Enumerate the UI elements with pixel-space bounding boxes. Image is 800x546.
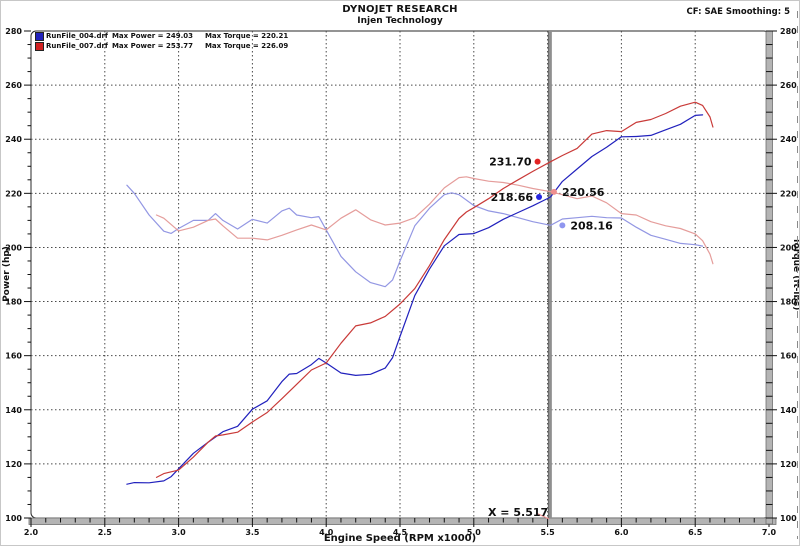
runfile-007-max-torque: Max Torque = 226.09 bbox=[204, 42, 289, 50]
runfile-004-max-power: Max Power = 249.03 bbox=[111, 32, 193, 40]
curve-runfile-007-drf-torque-ft-lbs- bbox=[155, 176, 714, 265]
chart-title: DYNOJET RESEARCH bbox=[342, 4, 458, 15]
x-tick-label-6.5: 6.5 bbox=[688, 528, 703, 537]
torque-tick-label-100: 100 bbox=[780, 514, 797, 523]
curve-runfile-004-drf-torque-ft-lbs- bbox=[126, 184, 704, 288]
cursor-dot-218.66 bbox=[536, 193, 543, 200]
torque-tick-label-240: 240 bbox=[780, 135, 797, 144]
power-tick-label-240: 240 bbox=[5, 135, 22, 144]
torque-tick-label-140: 140 bbox=[780, 406, 797, 415]
legend-row-runfile-007: RunFile_007.drf Max Power = 253.77 Max T… bbox=[35, 41, 288, 51]
torque-tick-label-280: 280 bbox=[780, 27, 797, 36]
x-tick-label-4.5: 4.5 bbox=[393, 528, 408, 537]
cursor-dot-231.70 bbox=[534, 158, 541, 165]
power-tick-label-280: 280 bbox=[5, 27, 22, 36]
power-tick-label-180: 180 bbox=[5, 298, 22, 307]
cursor-x-readout: X = 5.517 bbox=[488, 506, 548, 519]
torque-tick-label-180: 180 bbox=[780, 298, 797, 307]
runfile-004-color-swatch bbox=[35, 31, 44, 41]
power-tick-label-140: 140 bbox=[5, 406, 22, 415]
x-tick-label-2.0: 2.0 bbox=[24, 528, 39, 537]
cursor-value-218.66: 218.66 bbox=[491, 191, 534, 204]
torque-tick-label-200: 200 bbox=[780, 243, 797, 252]
legend: RunFile_004.drf Max Power = 249.03 Max T… bbox=[35, 31, 288, 51]
cursor-value-220.56: 220.56 bbox=[562, 186, 605, 199]
correction-smoothing-label: CF: SAE Smoothing: 5 bbox=[686, 7, 791, 17]
power-tick-label-100: 100 bbox=[5, 514, 22, 523]
runfile-004-filename: RunFile_004.drf bbox=[46, 32, 108, 40]
x-tick-label-5.5: 5.5 bbox=[541, 528, 556, 537]
chart-subtitle: Injen Technology bbox=[357, 16, 443, 26]
torque-axis-title: Torque (ft-lbs) bbox=[791, 238, 800, 311]
cursor-value-208.16: 208.16 bbox=[570, 219, 613, 232]
legend-row-runfile-004: RunFile_004.drf Max Power = 249.03 Max T… bbox=[35, 31, 288, 41]
power-tick-label-120: 120 bbox=[5, 460, 22, 469]
curve-runfile-004-drf-power-hp- bbox=[126, 114, 704, 485]
power-tick-label-220: 220 bbox=[5, 189, 22, 198]
cursor-value-231.70: 231.70 bbox=[489, 156, 532, 169]
x-tick-label-4.0: 4.0 bbox=[319, 528, 334, 537]
curve-runfile-007-drf-power-hp- bbox=[155, 101, 714, 478]
torque-tick-label-160: 160 bbox=[780, 352, 797, 361]
x-tick-label-7.0: 7.0 bbox=[762, 528, 777, 537]
x-tick-label-2.5: 2.5 bbox=[98, 528, 113, 537]
x-axis-title: Engine Speed (RPM x1000) bbox=[324, 533, 476, 544]
runfile-007-filename: RunFile_007.drf bbox=[46, 42, 108, 50]
power-tick-label-160: 160 bbox=[5, 352, 22, 361]
cursor-dot-208.16 bbox=[559, 222, 566, 229]
x-tick-label-6.0: 6.0 bbox=[614, 528, 629, 537]
runfile-004-max-torque: Max Torque = 220.21 bbox=[204, 32, 289, 40]
torque-tick-label-120: 120 bbox=[780, 460, 797, 469]
cursor-x-callout-line bbox=[535, 512, 550, 520]
runfile-007-color-swatch bbox=[35, 41, 44, 51]
power-tick-label-260: 260 bbox=[5, 81, 22, 90]
torque-tick-label-220: 220 bbox=[780, 189, 797, 198]
x-tick-label-5.0: 5.0 bbox=[467, 528, 482, 537]
runfile-007-max-power: Max Power = 253.77 bbox=[111, 42, 193, 50]
x-tick-label-3.5: 3.5 bbox=[245, 528, 260, 537]
power-axis-title: Power (hp) bbox=[2, 246, 12, 302]
x-tick-label-3.0: 3.0 bbox=[172, 528, 187, 537]
torque-tick-label-260: 260 bbox=[780, 81, 797, 90]
x-axis-bar bbox=[28, 517, 777, 525]
power-tick-label-200: 200 bbox=[5, 243, 22, 252]
cursor-dot-220.56 bbox=[550, 188, 557, 195]
